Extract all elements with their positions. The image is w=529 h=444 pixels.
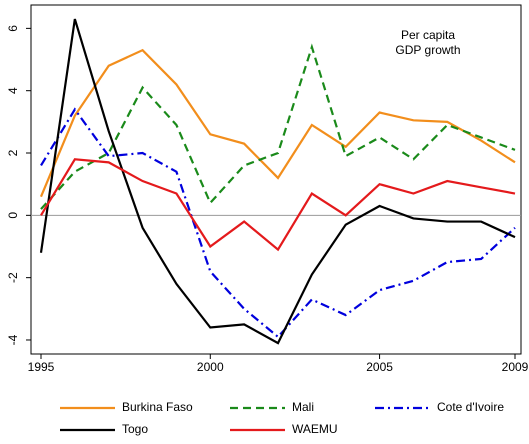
legend-label: WAEMU bbox=[292, 422, 338, 436]
series-line bbox=[39, 18, 516, 345]
y-tick-label: 6 bbox=[6, 25, 20, 32]
x-tick-label: 1995 bbox=[28, 360, 55, 374]
legend-label: Mali bbox=[292, 400, 314, 414]
series-line bbox=[40, 107, 516, 339]
y-tick-label: 4 bbox=[6, 87, 20, 94]
x-tick-label: 2005 bbox=[366, 360, 393, 374]
series-line bbox=[39, 48, 516, 198]
legend-label: Burkina Faso bbox=[122, 400, 193, 414]
y-tick-label: -4 bbox=[6, 334, 20, 345]
series-line bbox=[40, 158, 516, 252]
x-tick-label: 2000 bbox=[197, 360, 224, 374]
legend-label: Togo bbox=[122, 422, 148, 436]
y-tick-label: 0 bbox=[6, 212, 20, 219]
x-tick-label: 2009 bbox=[502, 360, 529, 374]
annotation: GDP growth bbox=[395, 43, 460, 57]
annotation: Per capita bbox=[401, 28, 455, 42]
y-tick-label: 2 bbox=[6, 149, 20, 156]
legend-label: Cote d'Ivoire bbox=[437, 400, 504, 414]
plot-frame bbox=[30, 4, 522, 355]
series-line bbox=[40, 43, 516, 210]
y-tick-label: -2 bbox=[6, 272, 20, 283]
